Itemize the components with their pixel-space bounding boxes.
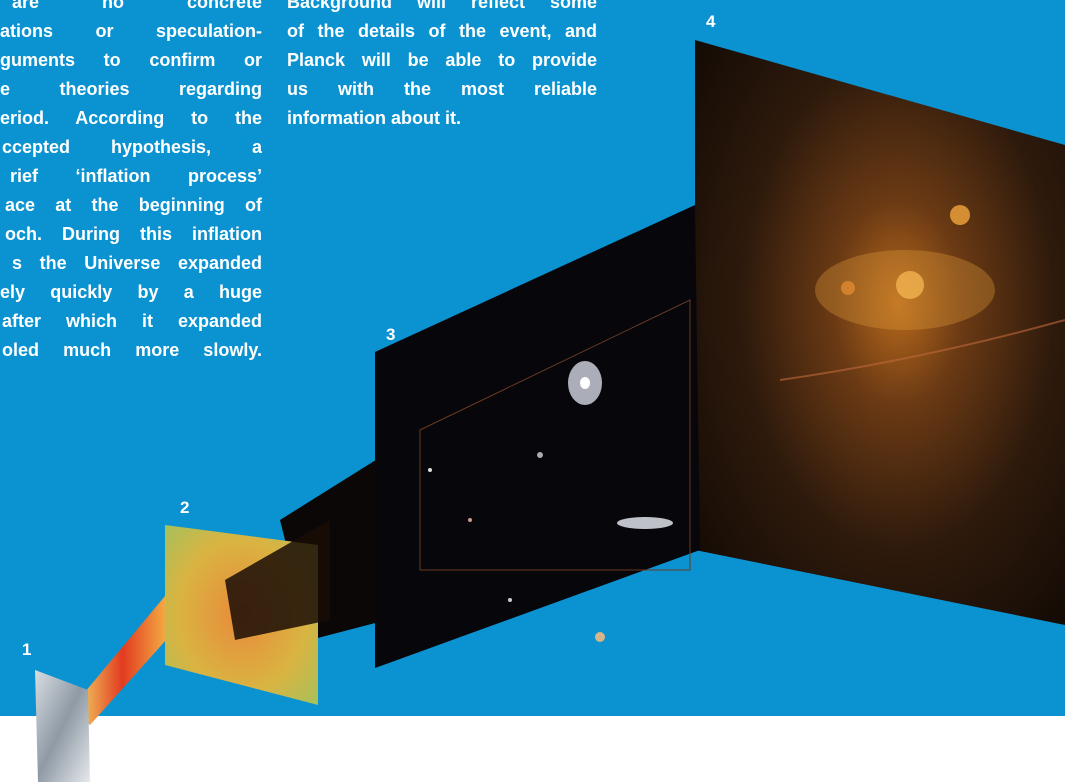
- left-text-line: ccepted hypothesis, a: [2, 137, 262, 157]
- right-text-line: of the details of the event, and: [287, 21, 597, 41]
- stage-label: 3: [386, 325, 396, 344]
- left-text-line: guments to confirm or: [0, 50, 262, 70]
- panel-3: [375, 205, 700, 668]
- left-text-line: after which it expanded: [2, 311, 262, 331]
- left-text-line: are no concrete: [12, 0, 262, 12]
- panel-1: [35, 670, 90, 782]
- stage-label: 4: [706, 12, 716, 31]
- left-text-line: ace at the beginning of: [5, 195, 262, 215]
- right-text-line: Background will reflect some: [287, 0, 597, 12]
- panel-4: [695, 40, 1065, 625]
- left-text-line: rief ‘inflation process’: [10, 166, 262, 186]
- left-text-line: eriod. According to the: [0, 108, 262, 128]
- left-text-line: oled much more slowly.: [2, 340, 262, 360]
- right-text-line: Planck will be able to provide: [287, 50, 597, 70]
- stage-label: 2: [180, 498, 190, 517]
- right-text-line: information about it.: [287, 108, 461, 128]
- left-text-line: s the Universe expanded: [12, 253, 262, 273]
- cone: [70, 590, 175, 725]
- left-text-line: och. During this inflation: [5, 224, 262, 244]
- left-text-line: e theories regarding: [0, 79, 262, 99]
- right-text-line: us with the most reliable: [287, 79, 597, 99]
- left-text-line: ations or speculation-: [0, 21, 262, 41]
- left-text-line: ely quickly by a huge: [0, 282, 262, 302]
- stage-label: 1: [22, 640, 32, 659]
